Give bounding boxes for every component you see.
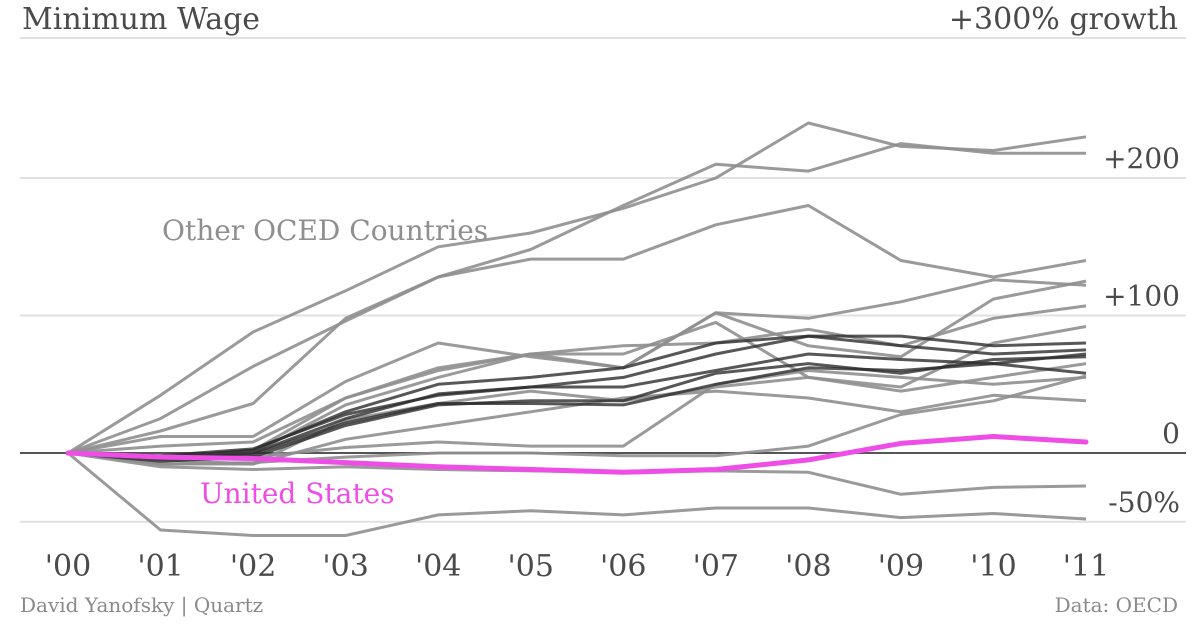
- x-tick-label: '02: [230, 549, 276, 584]
- x-tick-label: '03: [322, 549, 368, 584]
- x-tick-label: '11: [1063, 549, 1109, 584]
- x-tick-label: '09: [878, 549, 924, 584]
- x-tick-label: '08: [785, 549, 831, 584]
- country-series-line: [67, 278, 1087, 455]
- country-series-line: [67, 121, 1087, 455]
- x-tick-label: '10: [970, 549, 1016, 584]
- data-source: Data: OECD: [1054, 593, 1178, 617]
- top-axis-label: +300% growth: [948, 2, 1178, 37]
- country-series-line: [67, 352, 1087, 458]
- united-states-line-group: [65, 434, 1089, 475]
- x-tick-label: '06: [600, 549, 646, 584]
- x-tick-label: '04: [415, 549, 461, 584]
- united-states-line: [65, 434, 1089, 475]
- country-series-line: [67, 204, 1087, 455]
- chart-title: Minimum Wage: [22, 2, 261, 37]
- x-tick-label: '01: [137, 549, 183, 584]
- y-tick-label: 0: [1162, 417, 1180, 450]
- country-series-line: [67, 362, 1087, 460]
- united-states-label: United States: [200, 477, 395, 510]
- tick-labels: +200 +100 0 -50% '00 '01 '02 '03 '04 '05 '06 '07 '08…: [45, 142, 1180, 584]
- other-countries-label: Other OCED Countries: [162, 214, 488, 247]
- y-tick-label: +100: [1103, 280, 1180, 313]
- country-series-line: [67, 451, 1087, 537]
- y-tick-label: +200: [1103, 142, 1180, 175]
- country-series-line: [67, 142, 1086, 455]
- y-tick-label: -50%: [1108, 486, 1180, 519]
- x-tick-label: '05: [508, 549, 554, 584]
- country-series-line: [67, 374, 1087, 466]
- x-tick-label: '00: [45, 549, 91, 584]
- other-countries-lines: [67, 121, 1087, 537]
- credit: David Yanofsky | Quartz: [20, 593, 264, 617]
- x-tick-label: '07: [693, 549, 739, 584]
